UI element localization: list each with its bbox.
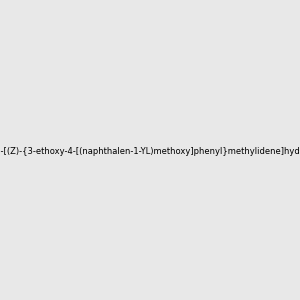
Text: N-(3-Chlorophenyl)-2-{N'-[(Z)-{3-ethoxy-4-[(naphthalen-1-YL)methoxy]phenyl}methy: N-(3-Chlorophenyl)-2-{N'-[(Z)-{3-ethoxy-…	[0, 147, 300, 156]
